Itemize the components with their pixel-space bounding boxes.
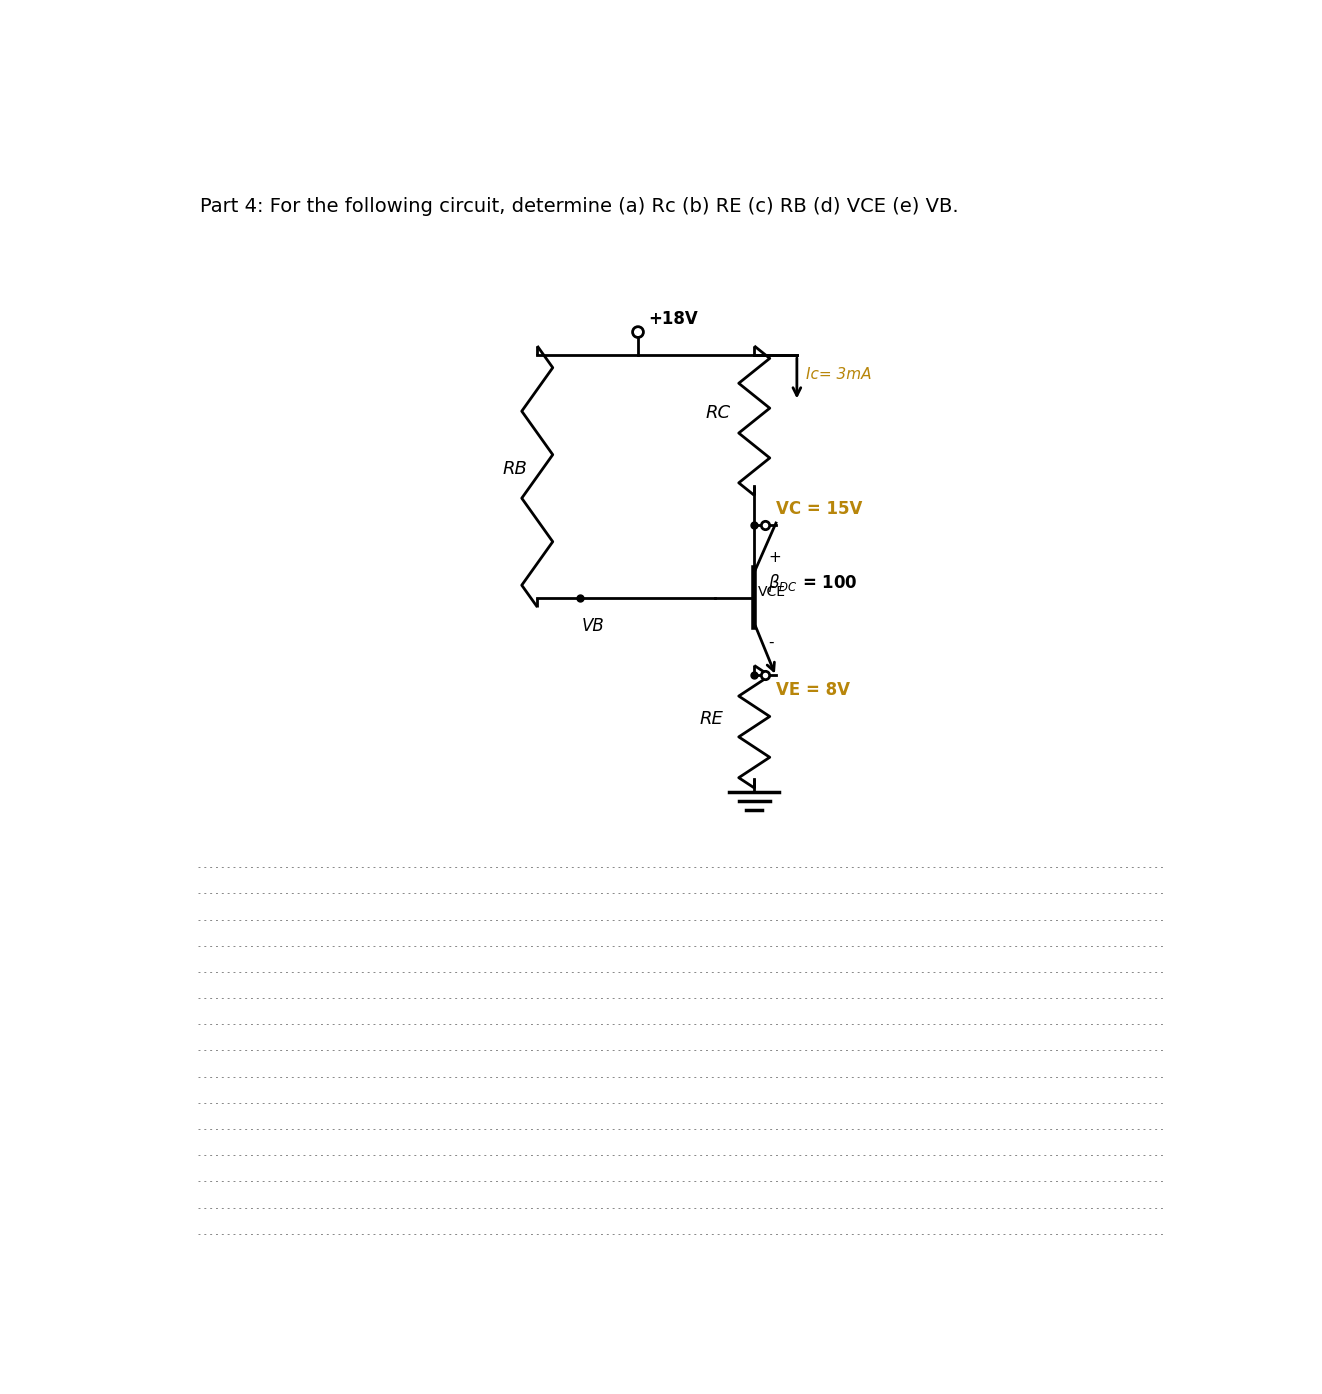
- Text: Ic= 3mA: Ic= 3mA: [806, 367, 871, 382]
- Text: RC: RC: [706, 404, 731, 422]
- Text: $\beta_{DC}$ = 100: $\beta_{DC}$ = 100: [768, 572, 858, 594]
- Text: VCE: VCE: [758, 585, 787, 599]
- Text: +18V: +18V: [648, 311, 698, 328]
- Text: +: +: [768, 549, 781, 565]
- Text: VE = 8V: VE = 8V: [776, 680, 850, 698]
- Text: VB: VB: [582, 618, 604, 634]
- Text: RE: RE: [699, 710, 723, 728]
- Text: VC = 15V: VC = 15V: [776, 500, 862, 519]
- Text: Part 4: For the following circuit, determine (a) Rc (b) RE (c) RB (d) VCE (e) VB: Part 4: For the following circuit, deter…: [200, 198, 958, 216]
- Text: RB: RB: [502, 460, 527, 478]
- Text: -: -: [768, 634, 773, 650]
